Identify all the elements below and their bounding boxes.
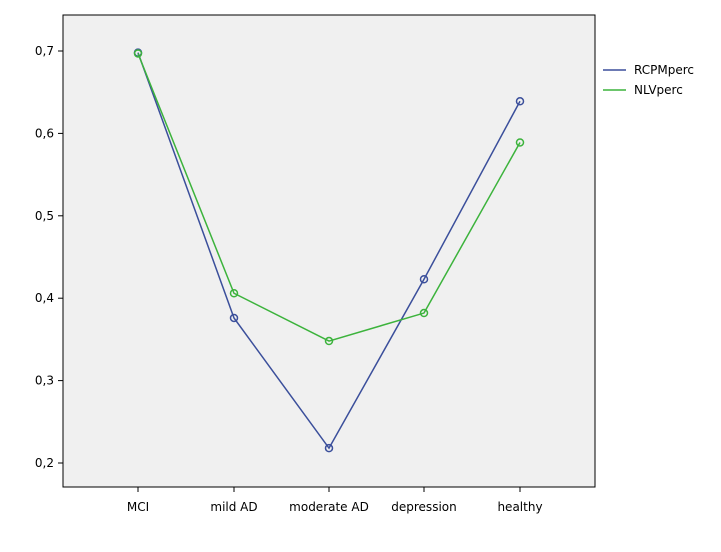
data-point-nlvperc [324, 336, 334, 346]
x-tick-label: mild AD [210, 500, 257, 514]
y-tick-label: 0,3 [35, 374, 54, 388]
data-point-nlvperc [133, 49, 143, 58]
data-point-rcpmperc [515, 97, 525, 106]
legend-label: NLVperc [634, 83, 683, 97]
series-line-nlvperc [137, 53, 521, 342]
data-point-rcpmperc [229, 313, 239, 323]
series-line-rcpmperc [137, 52, 521, 450]
data-point-nlvperc [515, 138, 525, 147]
series-layer [133, 48, 525, 453]
y-tick-label: 0,7 [35, 44, 54, 58]
x-tick-label: moderate AD [289, 500, 369, 514]
data-point-nlvperc [229, 289, 239, 298]
y-tick-label: 0,2 [35, 456, 54, 470]
legend: RCPMperc NLVperc [603, 63, 694, 97]
y-tick-label: 0,4 [35, 291, 54, 305]
x-axis: MCI mild AD moderate AD depression healthy [127, 487, 543, 514]
plot-area [62, 14, 596, 488]
x-tick-label: MCI [127, 500, 149, 514]
y-tick-label: 0,5 [35, 209, 54, 223]
x-tick-label: depression [391, 500, 456, 514]
legend-label: RCPMperc [634, 63, 694, 77]
y-axis: 0,2 0,3 0,4 0,5 0,6 0,7 [35, 44, 63, 470]
data-point-rcpmperc [419, 274, 429, 284]
data-point-rcpmperc [324, 443, 334, 453]
data-point-nlvperc [419, 308, 429, 318]
x-tick-label: healthy [497, 500, 542, 514]
y-tick-label: 0,6 [35, 126, 54, 140]
